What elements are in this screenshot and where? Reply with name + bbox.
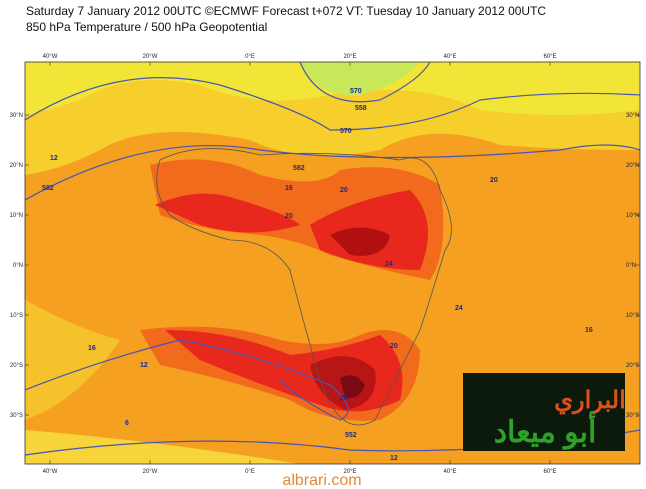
lat-label: 30°S — [10, 413, 23, 419]
lon-label: 20°E — [343, 469, 356, 475]
logo-line2: أبو ميعاد — [494, 411, 597, 450]
contour-label: 570 — [350, 88, 362, 95]
subtitle: 850 hPa Temperature / 500 hPa Geopotenti… — [26, 20, 267, 34]
contour-label: 16 — [585, 327, 593, 334]
contour-label: 28 — [340, 395, 348, 402]
contour-label: 20 — [390, 343, 398, 350]
lon-label: 40°E — [443, 469, 456, 475]
contour-label: 16 — [285, 185, 293, 192]
contour-label: 6 — [125, 420, 129, 427]
lat-label: 30°N — [626, 113, 639, 119]
logo: البراري أبو ميعاد — [463, 373, 626, 451]
contour-label: 16 — [88, 345, 96, 352]
contour-label: 12 — [50, 155, 58, 162]
contour-label: 24 — [455, 305, 463, 312]
lon-label: 20°W — [143, 54, 158, 60]
contour-labels: 570 558 582 570 582 12 16 20 24 20 20 16… — [42, 88, 593, 462]
footer: albrari.com — [282, 472, 361, 489]
lon-label: 40°W — [43, 469, 58, 475]
lat-label: 30°S — [626, 413, 639, 419]
lon-label: 20°W — [143, 469, 158, 475]
lat-label: 10°S — [626, 313, 639, 319]
lon-label: 0°E — [245, 469, 255, 475]
lat-label: 20°N — [10, 163, 23, 169]
logo-line1: البراري — [554, 387, 626, 415]
map — [24, 61, 641, 465]
contour-label: 570 — [340, 128, 352, 135]
contour-label: 20 — [285, 213, 293, 220]
contour-label: 20 — [340, 187, 348, 194]
lon-label: 40°E — [443, 54, 456, 60]
lat-label: 30°N — [10, 113, 23, 119]
lat-label: 20°N — [626, 163, 639, 169]
lat-label: 10°N — [626, 213, 639, 219]
lon-label: 0°E — [245, 54, 255, 60]
lat-label: 10°N — [10, 213, 23, 219]
lon-label: 60°E — [543, 54, 556, 60]
lat-label: 0°N — [13, 263, 23, 269]
lon-label: 40°W — [43, 54, 58, 60]
lon-label: 60°E — [543, 469, 556, 475]
lat-label: 20°S — [10, 363, 23, 369]
contour-label: 24 — [385, 261, 393, 268]
contour-label: 582 — [293, 165, 305, 172]
contour-label: 582 — [42, 185, 54, 192]
lon-label: 20°E — [343, 54, 356, 60]
lat-label: 20°S — [626, 363, 639, 369]
lat-label: 10°S — [10, 313, 23, 319]
contour-label: 558 — [355, 105, 367, 112]
contour-label: 12 — [140, 362, 148, 369]
lat-label: 0°N — [626, 263, 636, 269]
contour-label: 20 — [490, 177, 498, 184]
contour-label: 12 — [390, 455, 398, 462]
title: Saturday 7 January 2012 00UTC ©ECMWF For… — [26, 4, 546, 18]
contour-label: 552 — [345, 432, 357, 439]
